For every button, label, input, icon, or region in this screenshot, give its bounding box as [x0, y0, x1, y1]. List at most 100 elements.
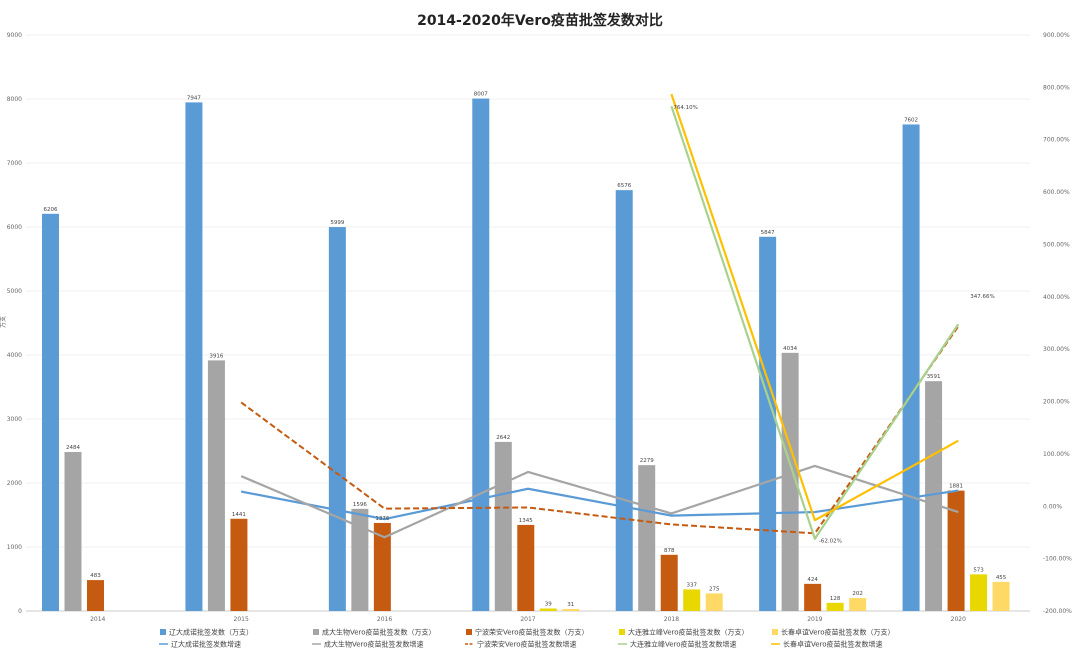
x-tick-label: 2017 — [520, 616, 535, 623]
bar — [705, 593, 723, 611]
bar-data-label: 2279 — [640, 458, 654, 464]
bar — [328, 227, 346, 611]
legend-entry: 长春卓谊Vero疫苗批签发数增速 — [783, 640, 883, 649]
bar-data-label: 1596 — [353, 502, 367, 508]
bar-data-label: 573 — [973, 567, 984, 573]
bar-data-label: 1345 — [519, 518, 533, 524]
bar-data-label: 4034 — [783, 346, 797, 352]
bar-data-label: 202 — [852, 591, 863, 597]
bar-data-label: 31 — [567, 602, 574, 608]
bar — [494, 441, 512, 611]
growth-line — [670, 105, 960, 540]
bar — [804, 583, 822, 611]
bar — [925, 381, 943, 611]
growth-line — [670, 93, 959, 522]
y2-tick-label: 100.00% — [1043, 451, 1070, 458]
y-tick-label: 9000 — [7, 32, 22, 39]
legend-swatch — [772, 629, 778, 635]
y2-tick-label: 600.00% — [1043, 189, 1070, 196]
legend-entry: 成大生物Vero疫苗批签发数（万支） — [322, 628, 436, 637]
bar-data-label: 455 — [996, 575, 1007, 581]
legend-swatch — [466, 629, 472, 635]
bar — [947, 490, 965, 611]
bar — [472, 98, 490, 611]
bar — [517, 524, 535, 611]
bar-data-label: 878 — [664, 548, 675, 554]
legend-entry: 大连雅立峰Vero疫苗批签发数（万支） — [628, 628, 749, 637]
bar-data-label: 3591 — [927, 374, 941, 380]
legend-entry: 宁波荣安Vero疫苗批签发数增速 — [477, 640, 577, 649]
bar-data-label: 128 — [830, 596, 841, 602]
legend-swatch — [313, 629, 319, 635]
bar — [970, 574, 988, 611]
y-tick-label: 8000 — [7, 96, 22, 103]
growth-line — [240, 487, 959, 521]
bar — [826, 602, 844, 611]
bar — [683, 589, 701, 611]
bar — [759, 236, 777, 612]
x-tick-label: 2019 — [807, 616, 822, 623]
bar-data-label: 1376 — [375, 516, 389, 522]
y2-tick-label: 500.00% — [1043, 241, 1070, 248]
bar — [42, 213, 59, 612]
bar — [992, 581, 1010, 611]
bar-data-label: 5847 — [761, 230, 775, 236]
y2-tick-label: 0.00% — [1043, 503, 1062, 510]
bar-data-label: 337 — [686, 582, 697, 588]
y-tick-label: 4000 — [7, 352, 22, 359]
bar — [207, 360, 225, 611]
growth-lines — [240, 93, 960, 540]
bar-labels: 6206 7947 5999 8007 6576 5847 7602 2484 3916 1596… — [44, 92, 1007, 608]
annotation-label: -62.02% — [819, 539, 842, 545]
y-axis-label: 万支 — [0, 316, 7, 328]
bar — [351, 508, 369, 611]
bar-data-label: 1881 — [949, 484, 963, 490]
bar-data-label: 3916 — [209, 353, 223, 359]
x-axis: 2014 2015 2016 2017 2018 2019 2020 — [26, 610, 1030, 623]
legend-entry: 成大生物Vero疫苗批签发数增速 — [324, 640, 424, 649]
y-tick-label: 2000 — [7, 480, 22, 487]
x-tick-label: 2014 — [90, 616, 105, 623]
bar-data-label: 483 — [90, 573, 101, 579]
annotation-label: 347.66% — [970, 294, 994, 300]
legend-entry: 长春卓谊Vero疫苗批签发数（万支） — [781, 628, 895, 637]
y2-tick-label: 900.00% — [1043, 32, 1070, 39]
bar-data-label: 2484 — [66, 445, 80, 451]
bar-data-label: 2642 — [496, 435, 510, 441]
y-axis-right: -200.00% -100.00% 0.00% 100.00% 200.00% 300.0… — [1043, 32, 1072, 615]
y2-tick-label: 400.00% — [1043, 294, 1070, 301]
bar — [87, 580, 104, 611]
legend-entry: 大连雅立峰Vero疫苗批签发数增速 — [630, 640, 737, 649]
bar — [64, 452, 82, 611]
annotations: 764.10% -62.02% 347.66% — [673, 105, 994, 545]
x-tick-label: 2018 — [664, 616, 679, 623]
y2-tick-label: 300.00% — [1043, 346, 1070, 353]
bar-data-label: 275 — [709, 586, 720, 592]
annotation-label: 764.10% — [673, 105, 697, 111]
bar — [615, 190, 633, 612]
bar — [562, 609, 580, 611]
bar — [230, 518, 248, 611]
x-tick-label: 2020 — [951, 616, 966, 623]
legend-entry: 宁波荣安Vero疫苗批签发数（万支） — [475, 628, 589, 637]
y2-tick-label: 200.00% — [1043, 399, 1070, 406]
y-tick-label: 1000 — [7, 544, 22, 551]
growth-line — [240, 325, 960, 535]
bar — [539, 608, 557, 611]
y-tick-label: 0 — [18, 608, 22, 615]
bar-data-label: 424 — [807, 577, 818, 583]
y2-tick-label: 700.00% — [1043, 137, 1070, 144]
bar-data-label: 39 — [545, 602, 552, 608]
y-tick-label: 7000 — [7, 160, 22, 167]
y-tick-label: 6000 — [7, 224, 22, 231]
legend-entry: 辽大成诺批签发数增速 — [171, 640, 241, 649]
bar — [781, 352, 799, 611]
chart-title: 2014-2020年Vero疫苗批签发数对比 — [417, 12, 663, 29]
growth-line — [240, 464, 959, 539]
bar-data-label: 6576 — [617, 183, 631, 189]
bar-data-label: 5999 — [330, 220, 344, 226]
bar — [373, 522, 391, 611]
legend-swatch — [160, 629, 166, 635]
bars — [42, 98, 1010, 612]
